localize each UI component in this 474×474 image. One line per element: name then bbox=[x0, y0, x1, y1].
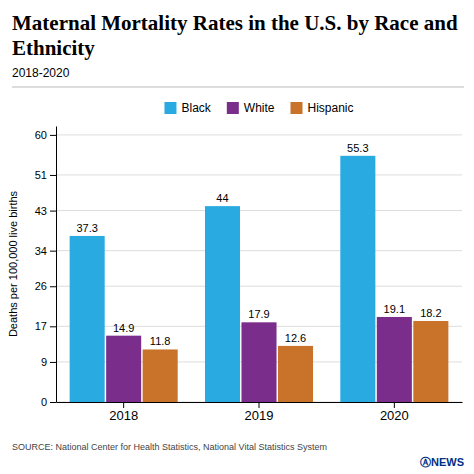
separator bbox=[12, 87, 464, 88]
y-tick-label: 43 bbox=[35, 205, 47, 217]
data-label: 44 bbox=[216, 192, 228, 204]
plot: 0 9 17 26 34 43 51 60 2018 2019 2020 37.3 44 55.3 14.9… bbox=[35, 127, 463, 424]
source: SOURCE: National Center for Health Stati… bbox=[12, 442, 327, 452]
subtitle: 2018-2020 bbox=[12, 66, 70, 80]
y-tick-label: 60 bbox=[35, 129, 47, 141]
x-tick-mark bbox=[394, 402, 395, 408]
y-tick-mark bbox=[50, 251, 56, 252]
y-tick-mark bbox=[50, 402, 56, 403]
bar bbox=[278, 346, 313, 402]
y-tick: 26 bbox=[35, 280, 56, 292]
bar bbox=[413, 321, 448, 402]
legend-swatch bbox=[164, 102, 176, 114]
y-tick-mark bbox=[50, 362, 56, 363]
y-tick-mark bbox=[50, 286, 56, 287]
y-tick-mark bbox=[50, 326, 56, 327]
legend-item: White bbox=[227, 101, 275, 115]
x-tick: 2018 bbox=[109, 402, 138, 423]
x-tick-mark bbox=[259, 402, 260, 408]
x-tick-label: 2020 bbox=[380, 408, 409, 423]
bar bbox=[106, 336, 141, 402]
title-line: Ethnicity bbox=[12, 36, 95, 60]
legend-item: Black bbox=[164, 101, 211, 115]
y-tick: 0 bbox=[41, 396, 56, 408]
y-tick-label: 26 bbox=[35, 280, 47, 292]
y-tick-mark bbox=[50, 175, 56, 176]
data-label: 17.9 bbox=[248, 308, 269, 320]
legend: Black White Hispanic bbox=[164, 101, 353, 115]
y-tick-label: 0 bbox=[41, 396, 47, 408]
data-label: 11.8 bbox=[150, 335, 171, 347]
y-tick-mark bbox=[50, 211, 56, 212]
data-label: 55.3 bbox=[347, 142, 368, 154]
grid-line bbox=[56, 286, 462, 287]
x-tick-mark bbox=[123, 402, 124, 408]
logo: ⒶNEWS bbox=[420, 456, 464, 468]
y-tick: 51 bbox=[35, 169, 56, 181]
series bbox=[143, 321, 449, 402]
grid-line bbox=[56, 134, 462, 135]
y-tick-label: 9 bbox=[41, 356, 47, 368]
data-label: 14.9 bbox=[113, 322, 134, 334]
y-tick-label: 51 bbox=[35, 169, 47, 181]
x-tick-label: 2019 bbox=[245, 408, 274, 423]
bar bbox=[377, 317, 412, 402]
x-tick: 2019 bbox=[245, 402, 274, 423]
y-axis: 0 9 17 26 34 43 51 60 bbox=[35, 127, 57, 409]
y-tick: 17 bbox=[35, 320, 56, 332]
y-axis-title: Deaths per 100,000 live births bbox=[7, 190, 19, 337]
y-tick-mark bbox=[50, 135, 56, 136]
y-tick: 9 bbox=[41, 356, 56, 368]
y-tick: 43 bbox=[35, 205, 56, 217]
series bbox=[70, 156, 376, 402]
legend-swatch bbox=[291, 102, 303, 114]
y-tick: 34 bbox=[35, 245, 56, 257]
data-label: 18.2 bbox=[420, 307, 441, 319]
data-label: 19.1 bbox=[384, 303, 405, 315]
y-axis-line bbox=[56, 127, 57, 403]
x-tick-label: 2018 bbox=[109, 408, 138, 423]
legend-swatch bbox=[227, 102, 239, 114]
bar bbox=[143, 349, 178, 402]
bar bbox=[205, 206, 240, 402]
grid-line bbox=[56, 210, 462, 211]
title: Maternal Mortality Rates in the U.S. by … bbox=[12, 11, 458, 60]
y-tick-label: 34 bbox=[35, 245, 47, 257]
title-line: Maternal Mortality Rates in the U.S. by … bbox=[12, 11, 458, 35]
legend-label: Hispanic bbox=[308, 101, 354, 115]
legend-label: White bbox=[244, 101, 275, 115]
bars bbox=[70, 156, 449, 402]
bar bbox=[70, 236, 105, 402]
chart: Maternal Mortality Rates in the U.S. by … bbox=[0, 0, 474, 474]
legend-item: Hispanic bbox=[291, 101, 354, 115]
data-labels: 37.3 44 55.3 14.9 17.9 19.1 11.8 12.6 18.2 bbox=[76, 142, 441, 348]
data-label: 12.6 bbox=[285, 332, 306, 344]
grid-line bbox=[56, 174, 462, 175]
x-axis: 2018 2019 2020 bbox=[57, 402, 463, 423]
legend-label: Black bbox=[181, 101, 211, 115]
grid bbox=[56, 135, 462, 402]
y-tick: 60 bbox=[35, 129, 56, 141]
series bbox=[106, 317, 412, 402]
data-label: 37.3 bbox=[76, 222, 97, 234]
bar bbox=[340, 156, 375, 402]
grid-line bbox=[56, 250, 462, 251]
x-tick: 2020 bbox=[380, 402, 409, 423]
bar bbox=[241, 322, 276, 402]
y-tick-label: 17 bbox=[35, 320, 47, 332]
